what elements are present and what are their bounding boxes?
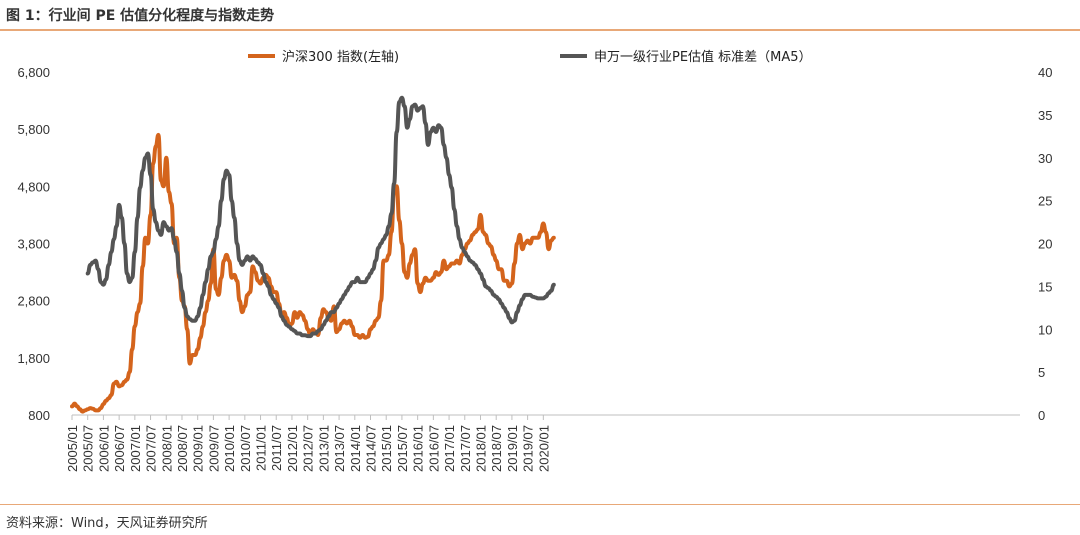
y-left-tick-label: 2,800 (17, 294, 50, 309)
x-tick-label: 2006/07 (112, 425, 127, 472)
x-tick-label: 2018/01 (473, 425, 488, 472)
x-tick-label: 2009/01 (191, 425, 206, 472)
x-tick-label: 2017/07 (458, 425, 473, 472)
x-tick-label: 2005/01 (65, 425, 80, 472)
source-note: 资料来源：Wind，天风证券研究所 (6, 516, 208, 531)
x-tick-label: 2010/01 (222, 425, 237, 472)
x-tick-label: 2007/01 (128, 425, 143, 472)
x-tick-label: 2015/01 (379, 425, 394, 472)
y-right-tick-label: 10 (1038, 322, 1052, 337)
x-tick-label: 2006/01 (96, 425, 111, 472)
y-left-tick-label: 6,800 (17, 65, 50, 80)
y-right-tick-label: 35 (1038, 108, 1052, 123)
y-right-tick-label: 30 (1038, 151, 1052, 166)
y-left-tick-label: 3,800 (17, 237, 50, 252)
legend-label-pe-std: 申万一级行业PE估值 标准差（MA5） (594, 49, 812, 65)
x-tick-label: 2008/01 (159, 425, 174, 472)
legend-label-hs300: 沪深300 指数(左轴) (282, 49, 399, 65)
y-right-tick-label: 25 (1038, 194, 1052, 209)
x-tick-label: 2013/07 (332, 425, 347, 472)
x-tick-label: 2012/07 (301, 425, 316, 472)
y-left-tick-label: 4,800 (17, 179, 50, 194)
title-rule (0, 29, 1080, 31)
chart-title: 图 1：行业间 PE 估值分化程度与指数走势 (6, 8, 275, 24)
x-tick-label: 2005/07 (81, 425, 96, 472)
x-tick-label: 2019/01 (505, 425, 520, 472)
x-tick-label: 2019/07 (521, 425, 536, 472)
line-chart: 沪深300 指数(左轴) 申万一级行业PE估值 标准差（MA5） 800 1,80… (17, 49, 1052, 472)
x-tick-label: 2016/07 (426, 425, 441, 472)
source-rule (0, 504, 1080, 505)
x-tick-label: 2015/07 (395, 425, 410, 472)
x-tick-label: 2009/07 (206, 425, 221, 472)
x-tick-label: 2020/01 (536, 425, 551, 472)
x-tick-label: 2007/07 (144, 425, 159, 472)
y-right-tick-label: 5 (1038, 365, 1045, 380)
y-right-tick-label: 40 (1038, 65, 1052, 80)
x-tick-label: 2017/01 (442, 425, 457, 472)
y-left-tick-label: 5,800 (17, 122, 50, 137)
series-line-hs300 (70, 132, 556, 414)
x-tick-label: 2012/01 (285, 425, 300, 472)
y-right-tick-label: 20 (1038, 237, 1052, 252)
x-tick-label: 2016/01 (411, 425, 426, 472)
y-right-tick-label: 15 (1038, 279, 1052, 294)
y-right-tick-label: 0 (1038, 408, 1045, 423)
series-line-pe-std (85, 95, 556, 339)
y-left-tick-label: 800 (28, 408, 50, 423)
x-tick-label: 2018/07 (489, 425, 504, 472)
plot-lines (70, 95, 556, 414)
y-left-tick-label: 1,800 (17, 351, 50, 366)
x-tick-label: 2008/07 (175, 425, 190, 472)
x-tick-label: 2010/07 (238, 425, 253, 472)
x-tick-label: 2013/01 (316, 425, 331, 472)
x-tick-label: 2011/01 (254, 425, 269, 471)
x-tick-label: 2014/07 (364, 425, 379, 472)
legend: 沪深300 指数(左轴) 申万一级行业PE估值 标准差（MA5） (248, 49, 812, 65)
x-tick-label: 2011/07 (269, 425, 284, 471)
x-tick-label: 2014/01 (348, 425, 363, 472)
axes: 800 1,800 2,800 3,800 4,800 5,800 6,800 0 5 10 15 2… (17, 65, 1052, 472)
